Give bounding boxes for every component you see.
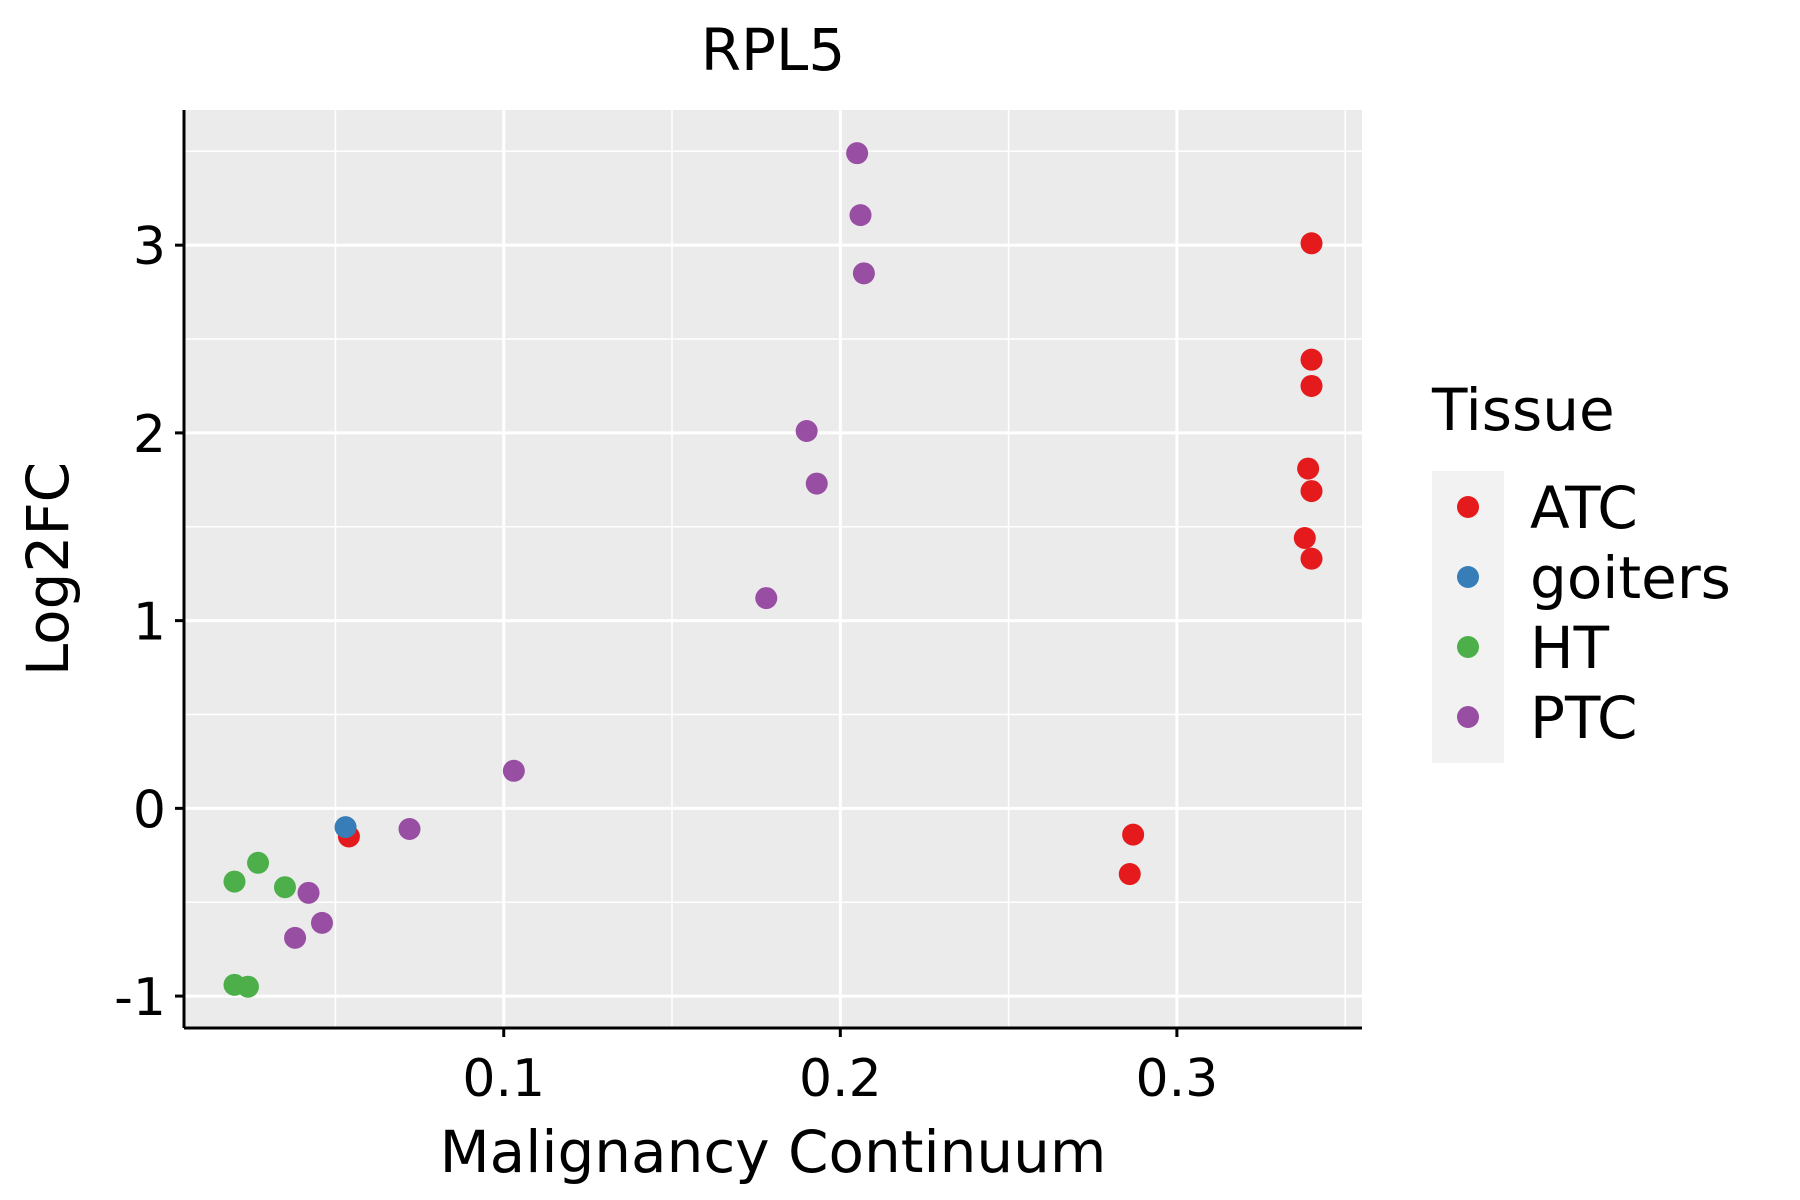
data-point-ptc xyxy=(502,759,525,782)
minor-gridlines xyxy=(184,110,1362,1028)
data-point-atc xyxy=(1122,823,1145,846)
x-axis-title: Malignancy Continuum xyxy=(440,1118,1107,1186)
major-gridlines xyxy=(184,110,1362,1028)
y-axis-title: Log2FC xyxy=(14,462,82,676)
legend-key-ht xyxy=(1457,636,1479,658)
data-point-atc xyxy=(1300,348,1323,371)
data-points xyxy=(223,142,1323,998)
x-tick-label: 0.1 xyxy=(462,1049,545,1109)
data-point-atc xyxy=(1300,547,1323,570)
legend-key-goiters xyxy=(1457,566,1479,588)
data-point-ht xyxy=(273,876,296,899)
y-axis-ticks: -1 0 1 2 3 xyxy=(114,217,184,1028)
y-tick-label: 0 xyxy=(133,780,166,840)
data-point-ptc xyxy=(297,881,320,904)
data-point-ptc xyxy=(795,420,818,443)
data-point-goiters xyxy=(334,816,357,839)
data-point-ptc xyxy=(846,142,869,165)
legend-label-ht: HT xyxy=(1530,614,1610,682)
data-point-ptc xyxy=(805,472,828,495)
data-point-ptc xyxy=(849,204,872,227)
data-point-atc xyxy=(1300,232,1323,255)
x-tick-label: 0.2 xyxy=(799,1049,882,1109)
data-point-atc xyxy=(1297,457,1320,480)
data-point-ptc xyxy=(398,818,421,841)
data-point-ptc xyxy=(755,587,778,610)
data-point-atc xyxy=(1300,374,1323,397)
data-point-ht xyxy=(247,851,270,874)
data-point-atc xyxy=(1293,527,1316,550)
chart-title: RPL5 xyxy=(701,16,846,84)
y-tick-label: 1 xyxy=(133,593,166,653)
data-point-ht xyxy=(223,870,246,893)
data-point-ptc xyxy=(284,926,307,949)
y-tick-label: 3 xyxy=(133,217,166,277)
x-axis-ticks: 0.1 0.2 0.3 xyxy=(462,1028,1218,1109)
legend-key-ptc xyxy=(1457,706,1479,728)
x-tick-label: 0.3 xyxy=(1136,1049,1219,1109)
legend-title: Tissue xyxy=(1431,376,1615,444)
legend-label-atc: ATC xyxy=(1530,474,1638,542)
data-point-ht xyxy=(236,975,259,998)
y-tick-label: -1 xyxy=(114,968,166,1028)
legend-label-ptc: PTC xyxy=(1530,684,1638,752)
legend-key-atc xyxy=(1457,496,1479,518)
legend-label-goiters: goiters xyxy=(1530,544,1731,612)
plot-panel xyxy=(184,110,1362,1028)
data-point-atc xyxy=(1118,863,1141,886)
y-tick-label: 2 xyxy=(133,405,166,465)
data-point-ptc xyxy=(852,262,875,285)
data-point-ptc xyxy=(310,911,333,934)
data-point-atc xyxy=(1300,480,1323,503)
